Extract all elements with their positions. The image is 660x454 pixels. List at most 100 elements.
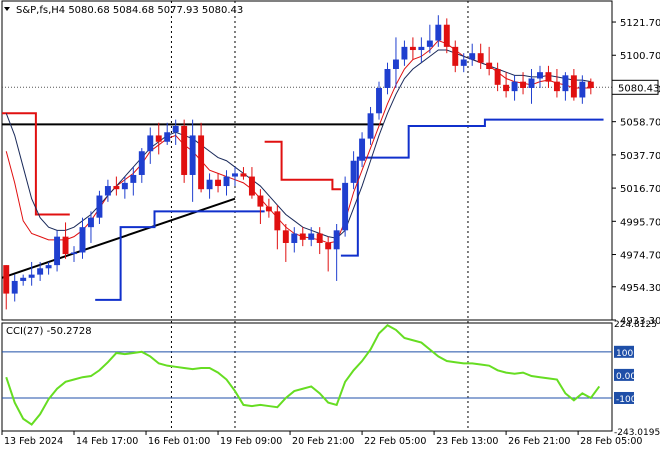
candle[interactable] <box>147 127 154 164</box>
candle[interactable] <box>45 261 52 275</box>
candle[interactable] <box>545 65 552 88</box>
cci-tick-label: 0.00 <box>616 372 636 382</box>
candle-body <box>503 84 510 92</box>
candle[interactable] <box>113 176 120 196</box>
candle[interactable] <box>215 173 222 193</box>
candle[interactable] <box>587 78 594 95</box>
candle[interactable] <box>469 43 476 66</box>
cci-label: CCI(27) -50.2728 <box>6 326 92 337</box>
candle[interactable] <box>189 119 196 202</box>
candle[interactable] <box>460 53 467 73</box>
candle[interactable] <box>528 69 535 104</box>
candle-body <box>11 280 18 294</box>
price-tick-label: 4974.70 <box>620 251 660 262</box>
candle[interactable] <box>155 122 162 155</box>
candle[interactable] <box>79 217 86 259</box>
candle[interactable] <box>426 24 433 54</box>
collapse-triangle-icon[interactable] <box>4 7 10 11</box>
candle[interactable] <box>28 261 35 286</box>
candle[interactable] <box>248 167 255 199</box>
candle[interactable] <box>71 246 77 262</box>
candle[interactable] <box>486 46 493 76</box>
candle[interactable] <box>359 132 366 168</box>
price-tick-label: 5016.70 <box>620 184 660 195</box>
candle[interactable] <box>206 173 213 199</box>
candle[interactable] <box>164 122 171 145</box>
candle[interactable] <box>54 230 61 272</box>
moving-average-1 <box>5 39 591 244</box>
candle[interactable] <box>570 69 577 101</box>
candle[interactable] <box>130 167 137 196</box>
candle-body <box>28 274 35 278</box>
time-tick-label: 22 Feb 05:00 <box>364 436 426 447</box>
candle[interactable] <box>342 176 349 237</box>
candle[interactable] <box>198 122 205 193</box>
candle[interactable] <box>435 15 442 47</box>
candle[interactable] <box>511 75 518 101</box>
candle[interactable] <box>325 236 332 272</box>
candle[interactable] <box>104 179 111 202</box>
candle-body <box>223 176 230 187</box>
candle[interactable] <box>520 72 527 95</box>
candle[interactable] <box>579 75 586 104</box>
candle[interactable] <box>316 227 323 255</box>
candle[interactable] <box>181 119 188 183</box>
candle[interactable] <box>232 167 238 187</box>
candle[interactable] <box>333 223 340 281</box>
candle[interactable] <box>553 69 560 98</box>
candle[interactable] <box>257 189 264 224</box>
candle[interactable] <box>20 274 27 286</box>
candle[interactable] <box>37 261 44 281</box>
candle[interactable] <box>172 119 179 145</box>
candle[interactable] <box>121 176 128 199</box>
candle[interactable] <box>3 265 10 310</box>
candle[interactable] <box>384 62 391 95</box>
candle[interactable] <box>138 148 145 183</box>
candle[interactable] <box>223 170 230 196</box>
candle[interactable] <box>291 227 298 253</box>
candle[interactable] <box>350 151 357 190</box>
candle[interactable] <box>87 211 94 243</box>
cci-panel[interactable]: CCI(27) -50.2728 <box>2 324 612 426</box>
candle-body <box>240 173 247 177</box>
candle-body <box>426 40 433 47</box>
candle[interactable] <box>367 106 374 145</box>
candle-body <box>104 186 111 196</box>
candle[interactable] <box>62 222 69 259</box>
candle[interactable] <box>240 167 247 180</box>
candle[interactable] <box>274 205 281 250</box>
candle[interactable] <box>443 18 450 54</box>
time-tick-label: 26 Feb 21:00 <box>508 436 570 447</box>
price-panel[interactable] <box>1 1 612 431</box>
last-price-label: 5080.43 <box>618 83 659 94</box>
cci-tick-label: -100 <box>616 395 637 405</box>
candle-body <box>587 81 594 88</box>
candle[interactable] <box>11 274 18 302</box>
candle[interactable] <box>494 62 501 92</box>
candle[interactable] <box>308 227 315 247</box>
candle[interactable] <box>392 37 399 88</box>
candle[interactable] <box>477 43 484 70</box>
candle-body <box>282 230 289 243</box>
candle[interactable] <box>537 65 543 88</box>
candle-body <box>308 233 315 240</box>
price-tick-label: 5121.70 <box>620 18 660 29</box>
candle[interactable] <box>418 37 425 63</box>
candle[interactable] <box>503 72 510 98</box>
candle-body <box>409 46 416 51</box>
candle[interactable] <box>401 40 408 66</box>
candle[interactable] <box>299 227 306 247</box>
candle-body <box>299 233 306 240</box>
candle-body <box>215 179 222 187</box>
cci-tick-label: -243.0195 <box>614 428 660 438</box>
candle[interactable] <box>96 190 103 224</box>
candle[interactable] <box>282 223 289 262</box>
candle[interactable] <box>562 72 569 101</box>
candle-body <box>435 24 442 41</box>
candle[interactable] <box>452 40 459 73</box>
candle[interactable] <box>409 37 416 60</box>
candle-body <box>198 135 205 190</box>
candle-body <box>562 75 569 92</box>
candle[interactable] <box>376 81 382 120</box>
candle[interactable] <box>265 198 272 218</box>
